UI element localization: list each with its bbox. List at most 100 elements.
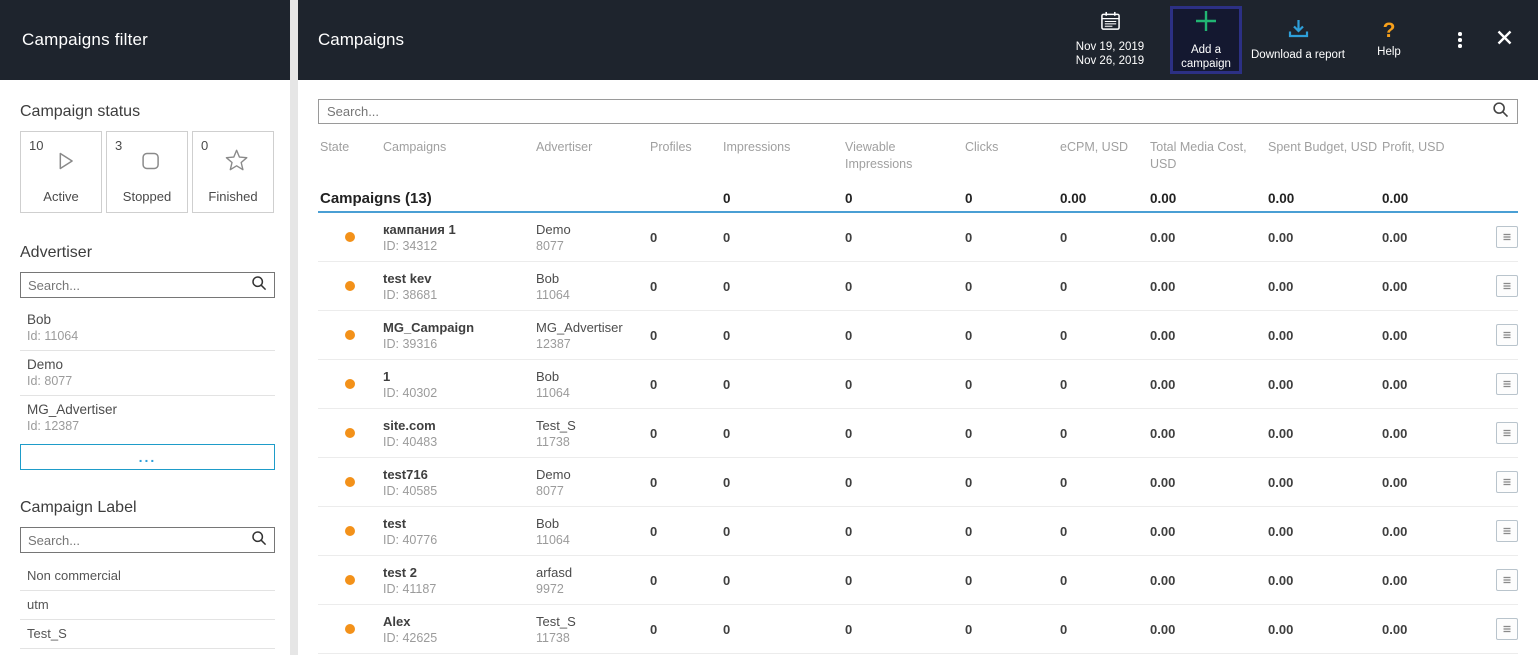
column-header-ecpm[interactable]: eCPM, USD [1060,140,1129,154]
table-area: State Campaigns Advertiser Profiles Impr… [298,80,1538,655]
column-header-state[interactable]: State [320,140,350,154]
advertiser-search-input[interactable] [28,277,251,293]
campaign-label-item[interactable]: Non commercial [20,562,275,591]
advertiser-item[interactable]: MG_Advertiser Id: 12387 [20,396,275,440]
campaign-id: ID: 40483 [383,434,438,449]
advertiser-item[interactable]: Demo Id: 8077 [20,351,275,396]
campaign-id: ID: 39316 [383,336,438,351]
summary-clicks: 0 [965,190,973,206]
impressions-cell: 0 [723,523,731,539]
ecpm-cell: 0 [1060,278,1068,294]
table-row[interactable]: MG_Campaign ID: 39316 MG_Advertiser 1238… [318,311,1518,360]
hamburger-icon [1503,429,1511,437]
spent-budget-cell: 0.00 [1268,425,1294,441]
status-card-finished[interactable]: 0 Finished [192,131,274,213]
close-button[interactable] [1484,20,1524,60]
status-card-stopped[interactable]: 3 Stopped [106,131,188,213]
status-card-active[interactable]: 10 Active [20,131,102,213]
profiles-cell: 0 [650,376,658,392]
clicks-cell: 0 [965,523,973,539]
clicks-cell: 0 [965,229,973,245]
viewable-impressions-cell: 0 [845,229,853,245]
column-header-advertiser[interactable]: Advertiser [536,140,593,154]
total-media-cost-cell: 0.00 [1150,278,1176,294]
sidebar-header: Campaigns filter [0,0,290,80]
more-options-button[interactable] [1442,20,1478,60]
sidebar-title: Campaigns filter [22,30,149,49]
hamburger-icon [1503,625,1511,633]
campaign-status-cards: 10 Active 3 Stopped 0 [20,131,275,213]
calendar-icon [1100,11,1121,36]
status-dot-icon [344,428,355,438]
row-menu-button[interactable] [1496,324,1518,346]
table-row[interactable]: site.com ID: 40483 Test_S 11738 0 0 0 0 … [318,409,1518,458]
campaign-cell: test ID: 40776 [381,516,534,547]
stop-icon [136,146,166,181]
row-menu-button[interactable] [1496,373,1518,395]
table-row[interactable]: test 2 ID: 41187 arfasd 9972 0 0 0 0 0 0… [318,556,1518,605]
table-row[interactable]: кампания 1 ID: 34312 Demo 8077 0 0 0 0 0… [318,213,1518,262]
campaign-label-search-input[interactable] [28,532,251,548]
campaign-label-item[interactable]: RU [20,649,275,655]
profiles-cell: 0 [650,327,658,343]
campaigns-search-input[interactable] [327,104,1492,119]
advertiser-name: Bob [27,312,52,327]
total-media-cost-cell: 0.00 [1150,229,1176,245]
add-campaign-button[interactable]: Add a campaign [1170,6,1242,74]
date-range-button[interactable]: Nov 19, 2019 Nov 26, 2019 [1064,11,1156,70]
row-menu-button[interactable] [1496,471,1518,493]
column-header-spent-budget[interactable]: Spent Budget, USD [1268,140,1378,154]
download-report-button[interactable]: Download a report [1250,18,1346,63]
campaign-cell: test 2 ID: 41187 [381,565,534,596]
column-header-impressions[interactable]: Impressions [723,140,791,154]
advertiser-id: 12387 [536,336,571,351]
viewable-impressions-cell: 0 [845,376,853,392]
advertiser-name: Test_S [536,417,576,433]
row-menu-button[interactable] [1496,422,1518,444]
state-cell [318,526,381,536]
campaign-name: test [383,515,407,531]
row-actions-cell [1480,324,1518,346]
impressions-cell: 0 [723,474,731,490]
help-button[interactable]: ? Help [1354,20,1424,60]
campaign-label-item[interactable]: utm [20,591,275,620]
table-row[interactable]: 1 ID: 40302 Bob 11064 0 0 0 0 0 0.00 0.0… [318,360,1518,409]
table-row[interactable]: test kev ID: 38681 Bob 11064 0 0 0 0 0 0… [318,262,1518,311]
impressions-cell: 0 [723,621,731,637]
column-header-viewable-impressions[interactable]: Viewable Impressions [845,140,913,171]
advertiser-id: 8077 [536,238,564,253]
row-menu-button[interactable] [1496,618,1518,640]
profiles-cell: 0 [650,621,658,637]
table-row[interactable]: test ID: 40776 Bob 11064 0 0 0 0 0 0.00 … [318,507,1518,556]
kebab-menu-icon [1458,32,1462,48]
status-dot-icon [344,477,355,487]
summary-impressions: 0 [723,190,731,206]
sidebar-body: Campaign status 10 Active 3 Stopped [0,103,290,655]
profiles-cell: 0 [650,278,658,294]
table-row[interactable]: test716 ID: 40585 Demo 8077 0 0 0 0 0 0.… [318,458,1518,507]
column-header-profit[interactable]: Profit, USD [1382,140,1445,154]
row-menu-button[interactable] [1496,275,1518,297]
column-header-total-media-cost[interactable]: Total Media Cost, USD [1150,140,1247,171]
campaign-id: ID: 41187 [383,581,437,596]
add-campaign-label: Add a campaign [1181,43,1231,71]
campaign-label-item[interactable]: Test_S [20,620,275,649]
campaigns-search [318,99,1518,124]
row-menu-button[interactable] [1496,569,1518,591]
column-header-clicks[interactable]: Clicks [965,140,999,154]
advertiser-show-more-button[interactable]: ... [20,444,275,470]
row-menu-button[interactable] [1496,226,1518,248]
advertiser-name: Test_S [536,613,576,629]
row-menu-button[interactable] [1496,520,1518,542]
campaign-name: 1 [383,368,391,384]
clicks-cell: 0 [965,425,973,441]
search-icon [251,275,267,296]
filters-sidebar: Campaigns filter Campaign status 10 Acti… [0,0,290,655]
campaign-id: ID: 38681 [383,287,438,302]
column-header-campaigns[interactable]: Campaigns [383,140,447,154]
column-header-profiles[interactable]: Profiles [650,140,692,154]
impressions-cell: 0 [723,278,731,294]
table-row[interactable]: Alex ID: 42625 Test_S 11738 0 0 0 0 0 0.… [318,605,1518,654]
advertiser-item[interactable]: Bob Id: 11064 [20,306,275,351]
spent-budget-cell: 0.00 [1268,229,1294,245]
